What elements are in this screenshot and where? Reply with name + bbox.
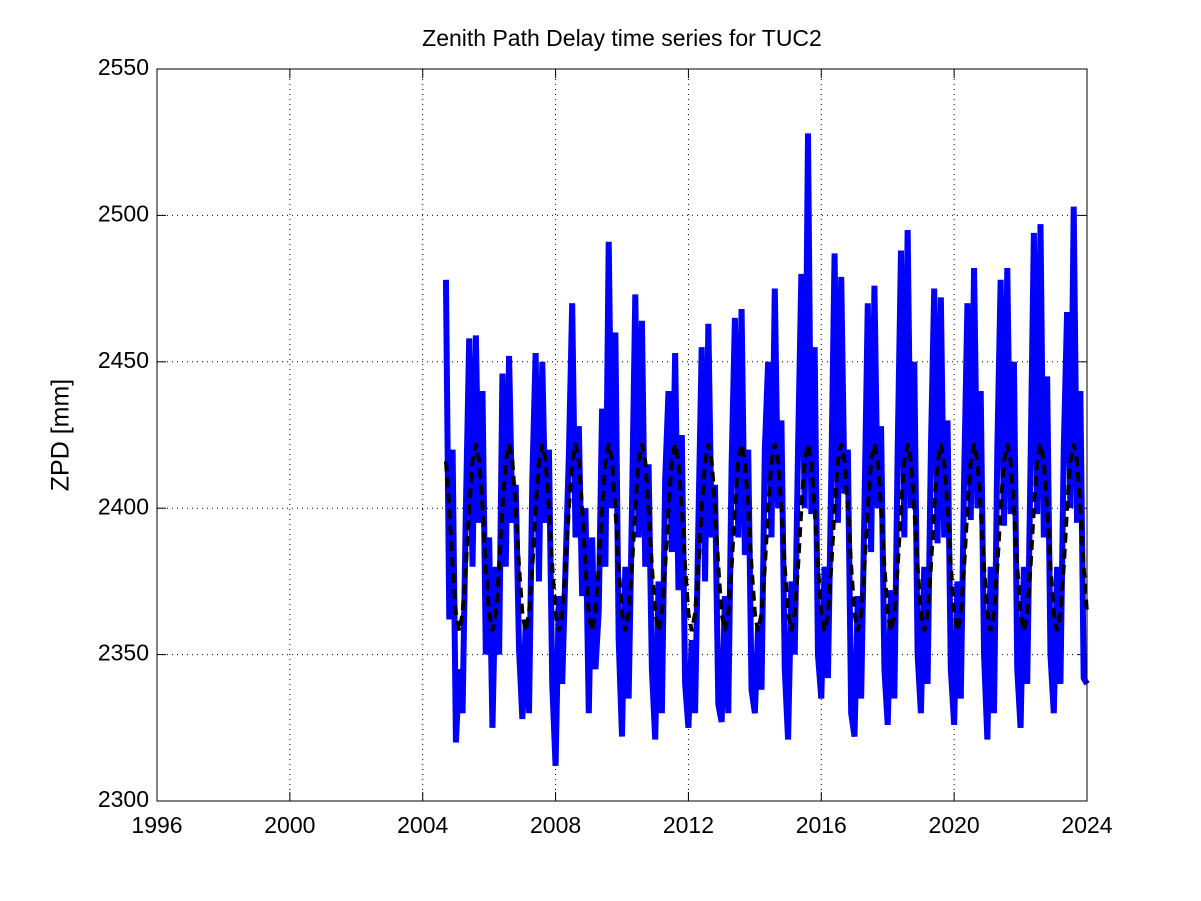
x-tick-label: 2000 xyxy=(264,812,315,838)
x-tick-label: 2024 xyxy=(1061,812,1112,838)
y-tick-label: 2500 xyxy=(98,200,149,226)
plot-frame xyxy=(156,68,1088,802)
data-line xyxy=(442,133,1090,766)
x-tick-label: 2008 xyxy=(530,812,581,838)
chart-title: Zenith Path Delay time series for TUC2 xyxy=(422,25,822,51)
y-tick-label: 2300 xyxy=(98,786,149,812)
x-tick-label: 2020 xyxy=(929,812,980,838)
x-tick-label: 1996 xyxy=(131,812,182,838)
y-tick-label: 2400 xyxy=(98,493,149,519)
x-tick-label: 2016 xyxy=(796,812,847,838)
x-tick-label: 2012 xyxy=(663,812,714,838)
y-tick-label: 2450 xyxy=(98,347,149,373)
fit-line xyxy=(443,443,1089,632)
y-tick-label: 2350 xyxy=(98,640,149,666)
x-tick-label: 2004 xyxy=(397,812,448,838)
y-axis-label: ZPD [mm] xyxy=(47,379,75,492)
y-tick-label: 2550 xyxy=(98,54,149,80)
